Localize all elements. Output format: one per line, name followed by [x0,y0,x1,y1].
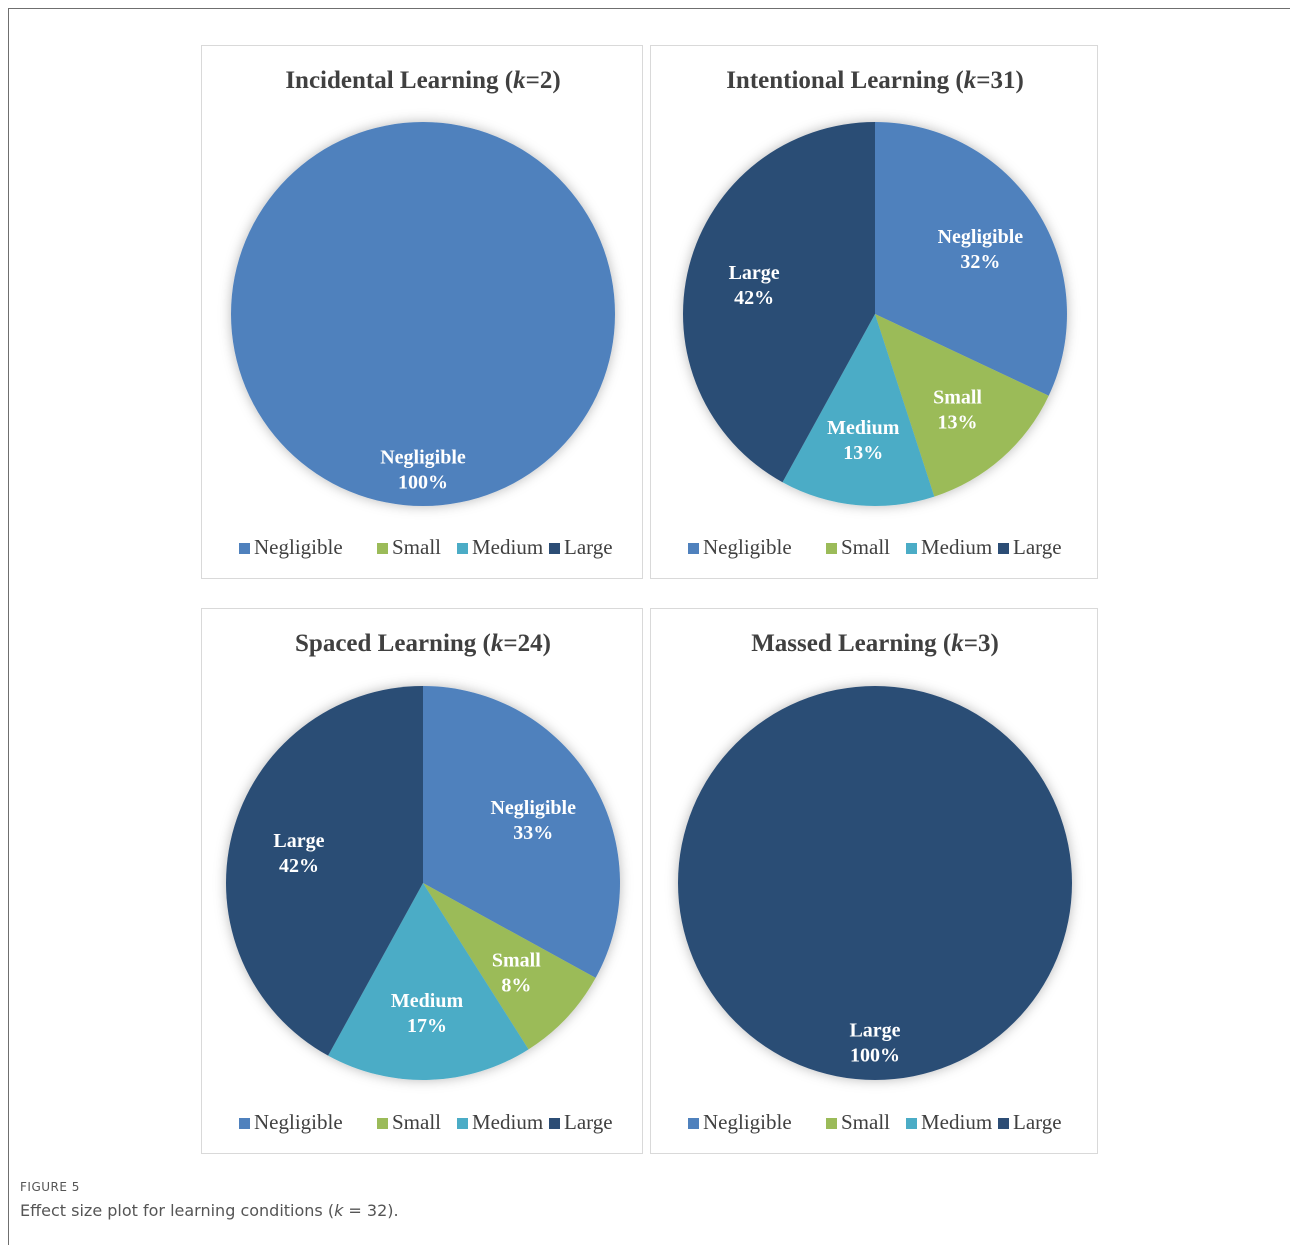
legend-label-medium: Medium [921,535,992,559]
pie-slice-negligible [423,686,620,978]
frame-left-border [8,8,9,1245]
chart-panel-incidental: Incidental Learning (k=2) Negligible 100% N… [201,45,643,579]
pie-slice-large [678,686,1072,1080]
legend-swatch-negligible [239,1118,250,1129]
pie-slice-large [226,686,423,1056]
chart-title: Massed Learning (k=3) [751,630,999,657]
slice-label-medium: Medium 17% [391,990,464,1037]
pie-slice-negligible [875,122,1067,396]
legend-label-small: Small [841,535,890,559]
legend-label-large: Large [1013,1110,1062,1134]
legend-swatch-medium [457,543,468,554]
figure-label: FIGURE 5 [20,1180,80,1194]
chart-legend: Negligible Small Medium Large [688,1110,1062,1134]
pie-chart-massed: Massed Learning (k=3) Large 100% Negligible… [678,630,1072,1134]
legend-swatch-large [549,543,560,554]
legend-swatch-large [998,543,1009,554]
legend-label-medium: Medium [472,535,543,559]
pie-slice-large [683,122,875,483]
chart-title: Spaced Learning (k=24) [295,630,551,657]
legend-swatch-small [826,1118,837,1129]
chart-legend: Negligible Small Medium Large [239,1110,613,1134]
legend-label-negligible: Negligible [254,535,343,559]
caption-k: k [334,1201,344,1220]
legend-swatch-small [377,1118,388,1129]
legend-swatch-negligible [688,543,699,554]
pie-chart-incidental: Incidental Learning (k=2) Negligible 100% N… [231,67,615,559]
legend-swatch-negligible [239,543,250,554]
legend-label-negligible: Negligible [703,1110,792,1134]
slice-label-negligible: Negligible 33% [490,797,576,844]
legend-label-small: Small [841,1110,890,1134]
pie-slice-negligible [231,122,615,506]
legend-label-small: Small [392,1110,441,1134]
legend-swatch-medium [906,1118,917,1129]
legend-swatch-medium [457,1118,468,1129]
slice-label-large: Large 42% [729,262,780,309]
frame-top-border [8,8,1290,9]
pie-chart-intentional: Intentional Learning (k=31) Negligible 32%… [683,67,1067,559]
slice-label-negligible: Negligible 100% [380,447,466,494]
pie-chart-spaced: Spaced Learning (k=24) Negligible 33% Small… [226,630,620,1134]
legend-label-large: Large [564,1110,613,1134]
legend-swatch-large [998,1118,1009,1129]
slice-label-negligible: Negligible 32% [938,226,1024,273]
legend-label-small: Small [392,535,441,559]
legend-swatch-large [549,1118,560,1129]
slice-label-large: Large 42% [273,830,324,877]
slice-label-small: Small 13% [933,387,982,434]
slice-label-medium: Medium 13% [827,417,900,464]
chart-panel-intentional: Intentional Learning (k=31) Negligible 32%… [650,45,1098,579]
legend-label-large: Large [564,535,613,559]
legend-label-negligible: Negligible [703,535,792,559]
pie-slice-small [875,314,1049,497]
legend-label-negligible: Negligible [254,1110,343,1134]
figure-caption: Effect size plot for learning conditions… [20,1201,399,1220]
legend-label-medium: Medium [472,1110,543,1134]
chart-panel-massed: Massed Learning (k=3) Large 100% Negligible… [650,608,1098,1154]
slice-label-small: Small 8% [492,950,541,997]
chart-panel-spaced: Spaced Learning (k=24) Negligible 33% Small… [201,608,643,1154]
pie-slice-medium [782,314,935,506]
pie-slice-medium [328,883,529,1080]
caption-post: = 32). [343,1201,399,1220]
legend-label-large: Large [1013,535,1062,559]
legend-swatch-medium [906,543,917,554]
chart-title: Intentional Learning (k=31) [726,67,1024,94]
legend-swatch-negligible [688,1118,699,1129]
caption-pre: Effect size plot for learning conditions… [20,1201,335,1220]
legend-swatch-small [377,543,388,554]
slice-label-large: Large 100% [849,1020,900,1067]
legend-swatch-small [826,543,837,554]
pie-slice-small [423,883,596,1050]
chart-title: Incidental Learning (k=2) [285,67,560,94]
chart-legend: Negligible Small Medium Large [239,535,613,559]
legend-label-medium: Medium [921,1110,992,1134]
chart-legend: Negligible Small Medium Large [688,535,1062,559]
